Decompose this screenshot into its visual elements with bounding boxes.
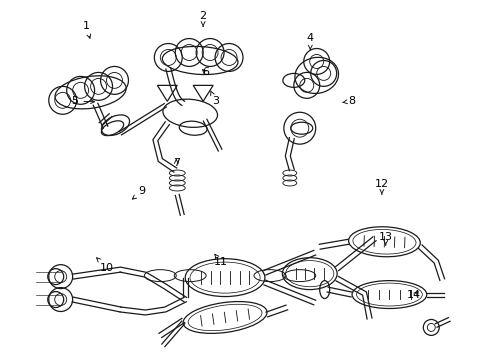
Text: 6: 6	[202, 67, 208, 77]
Text: 12: 12	[374, 179, 388, 194]
Text: 14: 14	[406, 291, 420, 301]
Text: 8: 8	[342, 96, 354, 106]
Text: 3: 3	[210, 91, 218, 106]
Text: 2: 2	[199, 11, 206, 26]
Text: 11: 11	[214, 254, 228, 267]
Text: 1: 1	[82, 21, 90, 38]
Text: 13: 13	[378, 232, 392, 245]
Text: 7: 7	[172, 158, 180, 168]
Text: 5: 5	[71, 96, 94, 106]
Text: 4: 4	[306, 33, 313, 49]
Text: 10: 10	[97, 258, 114, 273]
Text: 9: 9	[132, 186, 145, 199]
